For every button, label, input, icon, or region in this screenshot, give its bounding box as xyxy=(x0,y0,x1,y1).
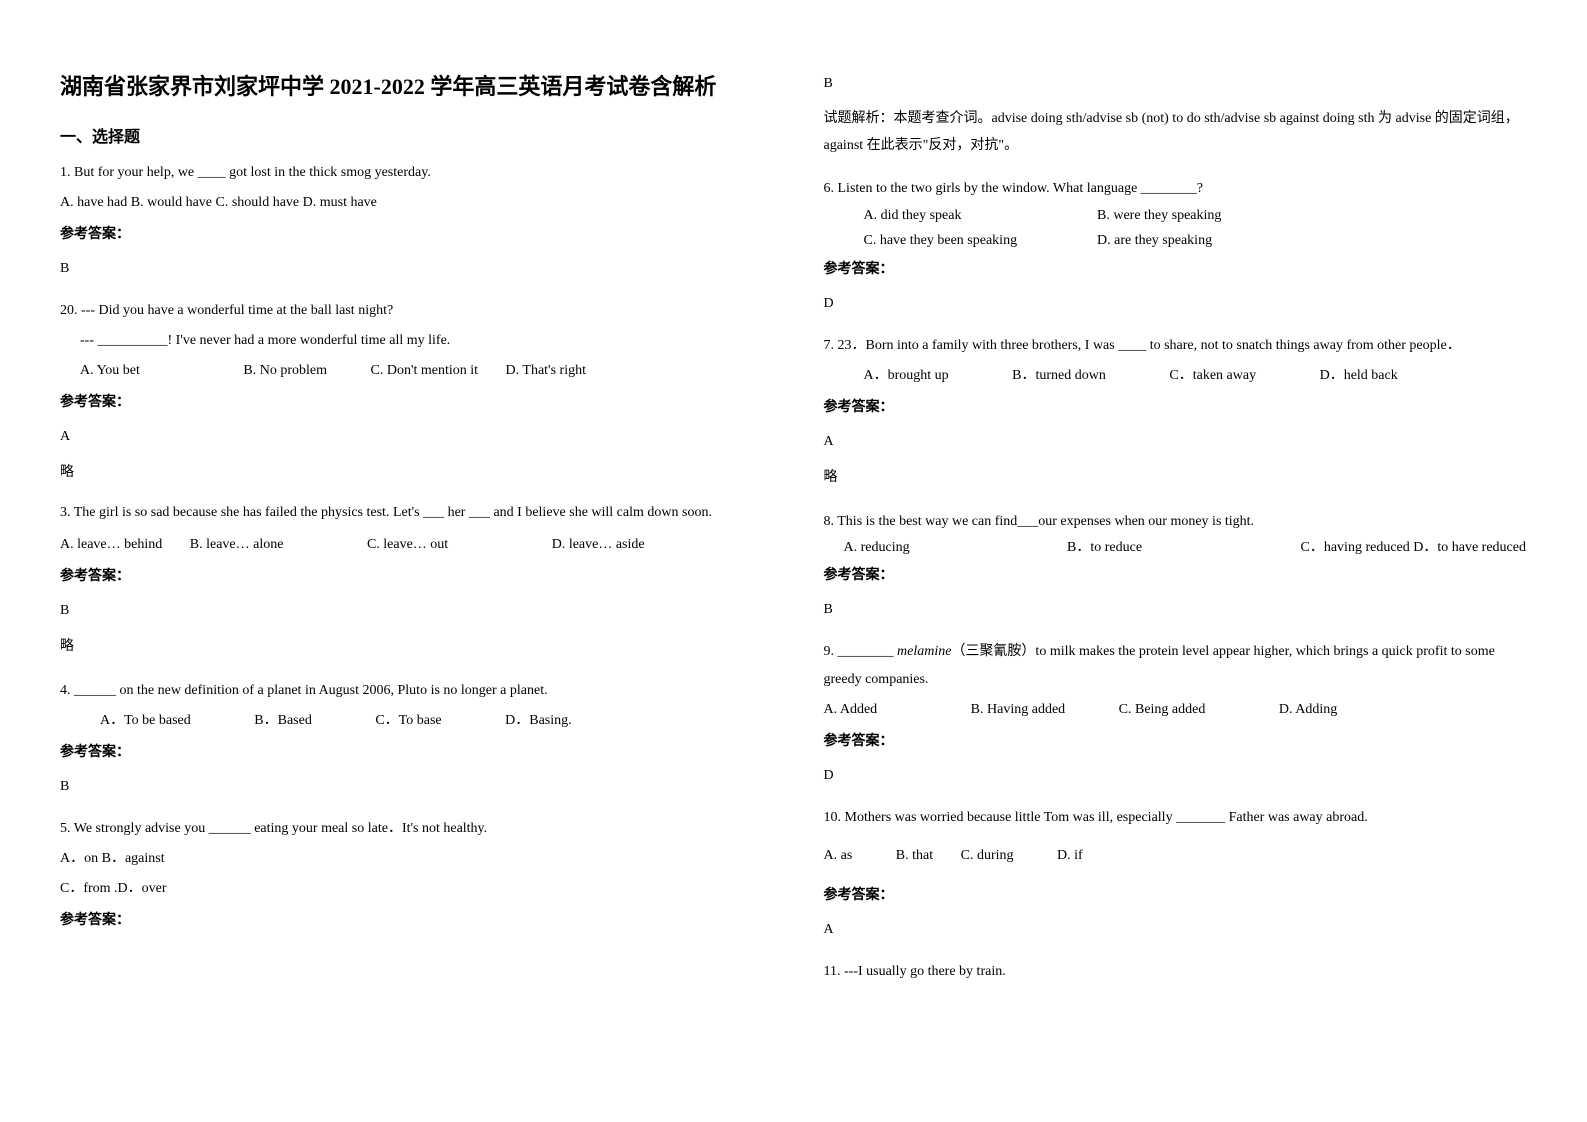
q4-answer: B xyxy=(60,773,764,801)
q3-opt-a: A. leave… behind xyxy=(60,531,162,559)
q3-opt-d: D. leave… aside xyxy=(552,537,645,552)
q6-row2: C. have they been speaking D. are they s… xyxy=(824,230,1528,252)
q3-opt-b: B. leave… alone xyxy=(190,531,284,559)
answer-label: 参考答案： xyxy=(824,728,1528,756)
answer-label: 参考答案： xyxy=(824,882,1528,910)
q8-text: 8. This is the best way we can find___ou… xyxy=(824,508,1528,536)
answer-label: 参考答案： xyxy=(824,562,1528,590)
q9-italic: melamine xyxy=(897,644,951,659)
q5-opts-line1: A．on B．against xyxy=(60,845,764,873)
q10-opt-b: B. that xyxy=(896,842,933,870)
q9-options: A. Added B. Having added C. Being added … xyxy=(824,696,1528,724)
q2-line1: 20. --- Did you have a wonderful time at… xyxy=(60,297,764,325)
q4-opt-d: D．Basing. xyxy=(505,713,572,728)
q3-text: 3. The girl is so sad because she has fa… xyxy=(60,503,764,523)
question-3: 3. The girl is so sad because she has fa… xyxy=(60,503,764,671)
q5-opts-line2: C．from .D．over xyxy=(60,875,764,903)
q6-opt-b: B. were they speaking xyxy=(1097,208,1221,223)
q6-answer: D xyxy=(824,290,1528,318)
q10-answer: A xyxy=(824,916,1528,944)
q5-continued: B 试题解析：本题考查介词。advise doing sth/advise sb… xyxy=(824,70,1528,169)
q8-opt-c: C．having reduced xyxy=(1301,540,1410,555)
section-heading: 一、选择题 xyxy=(60,123,764,147)
q7-note: 略 xyxy=(824,464,1528,492)
question-2: 20. --- Did you have a wonderful time at… xyxy=(60,297,764,497)
q1-text: 1. But for your help, we ____ got lost i… xyxy=(60,159,764,187)
q2-line2: --- __________! I've never had a more wo… xyxy=(60,327,764,355)
q10-opt-a: A. as xyxy=(824,842,853,870)
q7-opt-a: A．brought up xyxy=(864,362,949,390)
q10-opt-d: D. if xyxy=(1057,848,1083,863)
right-column: B 试题解析：本题考查介词。advise doing sth/advise sb… xyxy=(824,70,1528,1082)
answer-label: 参考答案： xyxy=(60,739,764,767)
q3-options: A. leave… behind B. leave… alone C. leav… xyxy=(60,531,764,559)
q7-opt-b: B．turned down xyxy=(1012,362,1106,390)
question-5: 5. We strongly advise you ______ eating … xyxy=(60,815,764,939)
q9-opt-a: A. Added xyxy=(824,696,878,724)
page-container: 湖南省张家界市刘家坪中学 2021-2022 学年高三英语月考试卷含解析 一、选… xyxy=(60,70,1527,1082)
answer-label: 参考答案： xyxy=(60,221,764,249)
q10-text: 10. Mothers was worried because little T… xyxy=(824,804,1528,832)
q8-opt-a: A. reducing xyxy=(844,538,1064,558)
left-column: 湖南省张家界市刘家坪中学 2021-2022 学年高三英语月考试卷含解析 一、选… xyxy=(60,70,764,1082)
q3-answer: B xyxy=(60,597,764,625)
q10-opt-c: C. during xyxy=(961,842,1014,870)
q7-opt-d: D．held back xyxy=(1320,368,1398,383)
q4-opt-c: C．To base xyxy=(375,707,441,735)
q7-opt-c: C．taken away xyxy=(1169,362,1256,390)
q2-options: A. You bet B. No problem C. Don't mentio… xyxy=(60,357,764,385)
question-9: 9. ________ melamine（三聚氰胺）to milk makes … xyxy=(824,638,1528,798)
q6-text: 6. Listen to the two girls by the window… xyxy=(824,175,1528,203)
q5-answer: B xyxy=(824,70,1528,98)
q10-options: A. as B. that C. during D. if xyxy=(824,842,1528,870)
q8-answer: B xyxy=(824,596,1528,624)
q7-options: A．brought up B．turned down C．taken away … xyxy=(824,362,1528,390)
q9-opt-b: B. Having added xyxy=(971,696,1065,724)
answer-label: 参考答案： xyxy=(60,563,764,591)
q9-answer: D xyxy=(824,762,1528,790)
q2-answer: A xyxy=(60,423,764,451)
q1-answer: B xyxy=(60,255,764,283)
q3-note: 略 xyxy=(60,633,764,661)
q11-text: 11. ---I usually go there by train. xyxy=(824,958,1528,986)
question-7: 7. 23．Born into a family with three brot… xyxy=(824,332,1528,502)
question-11: 11. ---I usually go there by train. xyxy=(824,958,1528,988)
q8-options: A. reducing B．to reduce C．having reduced… xyxy=(824,538,1528,558)
q7-answer: A xyxy=(824,428,1528,456)
q8-opt-d: D．to have reduced xyxy=(1413,540,1526,555)
q3-opt-c: C. leave… out xyxy=(367,531,448,559)
q6-opt-d: D. are they speaking xyxy=(1097,233,1212,248)
q4-text: 4. ______ on the new definition of a pla… xyxy=(60,677,764,705)
question-6: 6. Listen to the two girls by the window… xyxy=(824,175,1528,326)
q9-opt-c: C. Being added xyxy=(1119,696,1206,724)
q4-options: A．To be based B．Based C．To base D．Basing… xyxy=(60,707,764,735)
q5-explain: 试题解析：本题考查介词。advise doing sth/advise sb (… xyxy=(824,106,1528,159)
answer-label: 参考答案： xyxy=(824,394,1528,422)
question-8: 8. This is the best way we can find___ou… xyxy=(824,508,1528,632)
q2-opt-a: A. You bet xyxy=(80,357,140,385)
q4-opt-a: A．To be based xyxy=(100,707,191,735)
question-10: 10. Mothers was worried because little T… xyxy=(824,804,1528,952)
q2-opt-c: C. Don't mention it xyxy=(371,357,479,385)
answer-label: 参考答案： xyxy=(824,256,1528,284)
q5-text: 5. We strongly advise you ______ eating … xyxy=(60,815,764,843)
q9-pre: 9. ________ xyxy=(824,644,898,659)
q2-opt-d: D. That's right xyxy=(506,363,586,378)
q6-opt-c: C. have they been speaking xyxy=(864,230,1094,252)
answer-label: 参考答案： xyxy=(60,907,764,935)
q9-opt-d: D. Adding xyxy=(1279,702,1337,717)
q9-text: 9. ________ melamine（三聚氰胺）to milk makes … xyxy=(824,638,1528,694)
q2-opt-b: B. No problem xyxy=(243,357,327,385)
exam-title: 湖南省张家界市刘家坪中学 2021-2022 学年高三英语月考试卷含解析 xyxy=(60,70,764,103)
q7-text: 7. 23．Born into a family with three brot… xyxy=(824,332,1528,360)
q8-opt-b: B．to reduce xyxy=(1067,538,1297,558)
q4-opt-b: B．Based xyxy=(254,707,312,735)
q2-note: 略 xyxy=(60,459,764,487)
answer-label: 参考答案： xyxy=(60,389,764,417)
q6-opt-a: A. did they speak xyxy=(864,205,1094,227)
q1-options: A. have had B. would have C. should have… xyxy=(60,189,764,217)
question-4: 4. ______ on the new definition of a pla… xyxy=(60,677,764,809)
question-1: 1. But for your help, we ____ got lost i… xyxy=(60,159,764,291)
q6-row1: A. did they speak B. were they speaking xyxy=(824,205,1528,227)
